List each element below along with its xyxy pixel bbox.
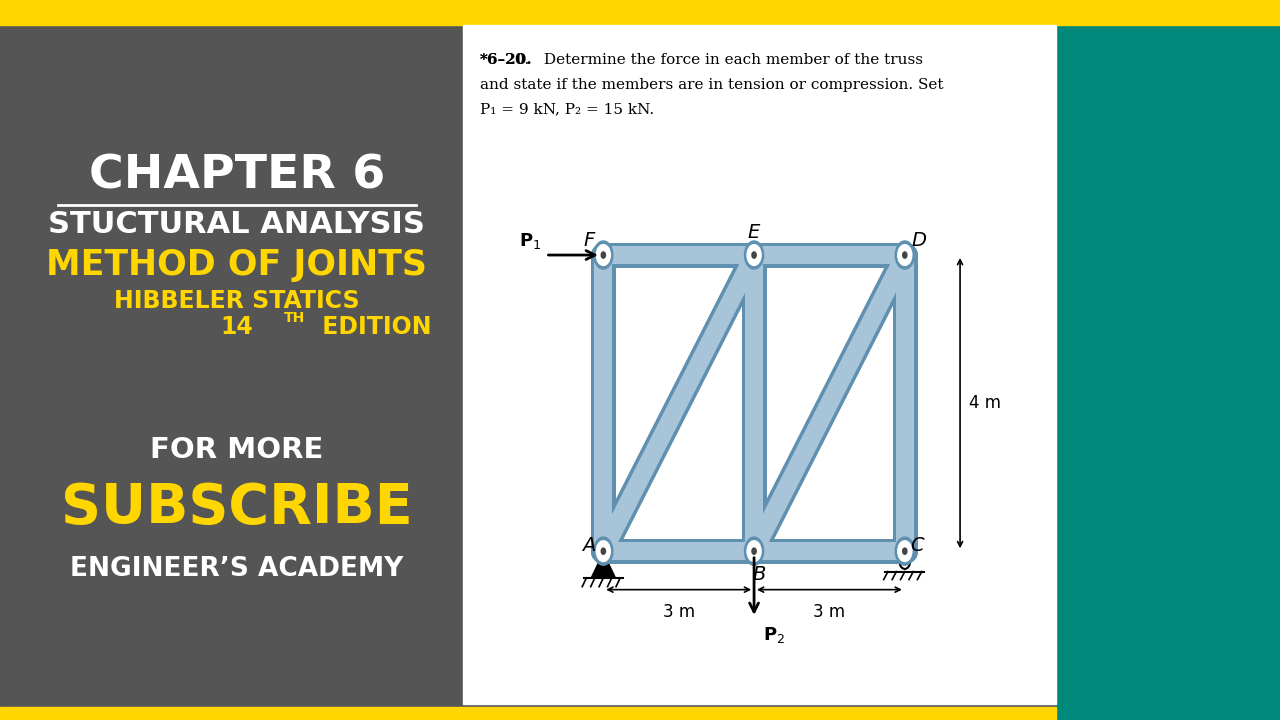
Polygon shape [591,553,616,578]
Text: B: B [753,565,765,585]
Circle shape [745,241,764,269]
Circle shape [897,245,911,266]
Circle shape [596,541,611,562]
Text: F: F [584,230,595,250]
Text: FOR MORE: FOR MORE [150,436,324,464]
Circle shape [902,252,908,258]
Bar [463,25,1056,704]
Text: STUCTURAL ANALYSIS: STUCTURAL ANALYSIS [49,210,425,239]
Circle shape [594,241,613,269]
Text: 4 m: 4 m [969,394,1001,412]
Circle shape [602,548,605,554]
Text: SUBSCRIBE: SUBSCRIBE [61,481,412,534]
Text: HIBBELER STATICS: HIBBELER STATICS [114,289,360,313]
Text: *6–20.: *6–20. [480,53,532,68]
Text: E: E [748,223,760,243]
Text: P₁ = 9 kN, P₂ = 15 kN.: P₁ = 9 kN, P₂ = 15 kN. [480,102,654,117]
Circle shape [900,553,910,569]
Text: A: A [581,536,595,554]
Text: 3 m: 3 m [813,603,846,621]
Text: C: C [910,536,924,554]
Text: ENGINEER’S ACADEMY: ENGINEER’S ACADEMY [70,556,403,582]
Text: $\mathbf{P}_2$: $\mathbf{P}_2$ [763,625,785,645]
Text: *6–20.   Determine the force in each member of the truss: *6–20. Determine the force in each membe… [480,53,923,68]
Bar [0,0,1280,25]
Text: D: D [911,230,927,250]
Circle shape [594,537,613,565]
Bar [1056,0,1280,720]
Text: TH: TH [284,311,306,325]
Text: $\mathbf{P}_1$: $\mathbf{P}_1$ [520,231,541,251]
Circle shape [596,245,611,266]
Circle shape [748,245,762,266]
Text: and state if the members are in tension or compression. Set: and state if the members are in tension … [480,78,943,92]
Circle shape [745,537,764,565]
Circle shape [895,241,914,269]
Circle shape [748,541,762,562]
Text: EDITION: EDITION [314,315,431,339]
Circle shape [751,548,756,554]
Circle shape [902,548,908,554]
Text: 3 m: 3 m [663,603,695,621]
Bar [0,707,1056,720]
Text: METHOD OF JOINTS: METHOD OF JOINTS [46,248,428,282]
Circle shape [897,541,911,562]
Text: 14: 14 [220,315,253,339]
Circle shape [751,252,756,258]
Text: CHAPTER 6: CHAPTER 6 [88,154,385,199]
Circle shape [602,252,605,258]
Circle shape [895,537,914,565]
